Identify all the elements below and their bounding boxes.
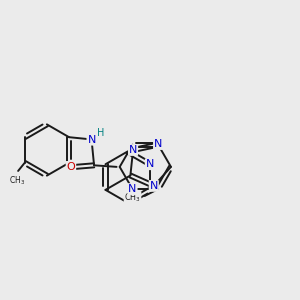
Text: H: H [97, 128, 104, 138]
Text: N: N [128, 184, 137, 194]
Text: N: N [87, 135, 96, 145]
Text: CH$_3$: CH$_3$ [9, 175, 25, 187]
Text: N: N [129, 145, 137, 155]
Text: N: N [146, 159, 154, 169]
Text: CH$_3$: CH$_3$ [124, 192, 141, 204]
Text: O: O [67, 162, 75, 172]
Text: N: N [154, 139, 162, 149]
Text: N: N [150, 181, 158, 191]
